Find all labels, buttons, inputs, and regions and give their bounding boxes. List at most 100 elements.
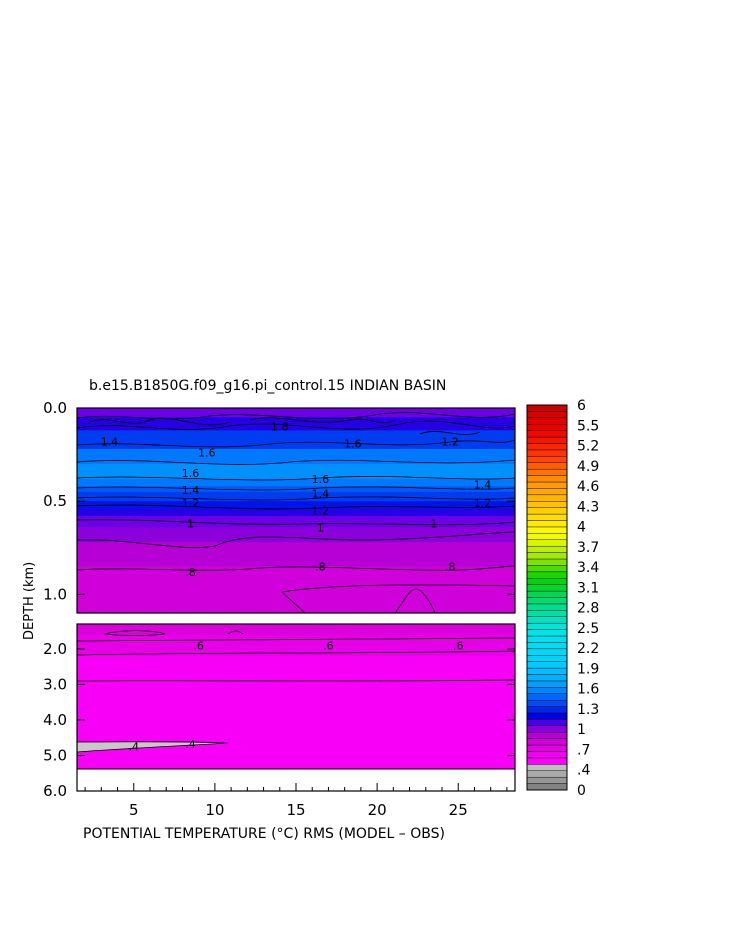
heatmap-band (77, 478, 515, 487)
colorbar-swatch (526, 732, 568, 739)
contour-line (77, 459, 515, 465)
colorbar-swatch (526, 404, 568, 412)
contour-line (104, 630, 166, 636)
y-tick-label: 0.0 (43, 399, 67, 417)
colorbar-swatch (526, 475, 568, 483)
colorbar-label: .4 (577, 763, 590, 779)
y-tick-label: 1.0 (43, 585, 67, 603)
colorbar-swatch (526, 436, 568, 444)
heatmap-band (77, 527, 515, 543)
colorbar-swatch (526, 545, 568, 553)
y-tick-label: 4.0 (43, 711, 67, 729)
colorbar-frame (526, 404, 568, 791)
colorbar-swatch (526, 706, 568, 714)
heatmap-band (77, 542, 515, 568)
colorbar-swatch (526, 597, 568, 605)
colorbar-swatch (526, 603, 568, 611)
contour-line (77, 519, 515, 526)
contour-label: 1 (187, 518, 194, 531)
colorbar-label: 4.3 (577, 499, 599, 515)
colorbar-swatch (526, 616, 568, 624)
upper-panel-frame (76, 407, 516, 614)
contour-line (77, 504, 515, 510)
colorbar-swatch (526, 776, 568, 784)
colorbar-label: 1.9 (577, 661, 599, 677)
contour-label: 1.4 (474, 478, 492, 491)
colorbar-label: 1 (577, 722, 586, 738)
heatmap-band (77, 655, 515, 769)
contour-line (77, 486, 515, 491)
contour-label: .8 (185, 566, 196, 579)
colorbar-swatch (526, 468, 568, 476)
colorbar-swatch (526, 635, 568, 643)
colorbar-label: 3.7 (577, 540, 599, 556)
below-bottom-mask (77, 769, 515, 791)
colorbar-label: 2.5 (577, 621, 599, 637)
heatmap-band (77, 624, 515, 636)
colorbar-swatch (526, 507, 568, 515)
colorbar-swatch (526, 783, 568, 791)
contour-label: .6 (323, 639, 334, 652)
lower-panel-contour-labels: .6 .6 .6 .4 .4 (129, 639, 464, 753)
colorbar-swatch (526, 738, 568, 746)
colorbar-swatch (526, 526, 568, 534)
contour-label: 1 (430, 518, 437, 531)
contour-label: 1.6 (344, 437, 362, 450)
colorbar-label: 4 (577, 520, 586, 536)
colorbar-swatch (526, 449, 568, 457)
colorbar-swatch (526, 712, 568, 720)
colorbar-swatch (526, 699, 568, 707)
contour-line (419, 431, 481, 435)
contour-line (77, 439, 515, 448)
lower-panel-contours (77, 630, 515, 682)
colorbar-swatch (526, 584, 568, 592)
contour-label: .6 (193, 639, 204, 652)
colorbar-swatch (526, 552, 568, 560)
heatmap-band (77, 408, 515, 418)
colorbar-swatch (526, 565, 568, 573)
contour-label: .6 (453, 639, 464, 652)
colorbar-label: .7 (577, 742, 590, 758)
colorbar-swatch (526, 674, 568, 682)
contour-line (77, 420, 515, 430)
colorbar-label: 5.5 (577, 418, 599, 434)
colorbar-swatch (526, 693, 568, 701)
colorbar-swatch (526, 501, 568, 508)
contour-label: .4 (185, 738, 196, 751)
colorbar-label: 0 (577, 783, 586, 799)
colorbar-label: 1.6 (577, 682, 599, 698)
colorbar-label: 1.3 (577, 702, 599, 718)
colorbar-bands (526, 404, 568, 791)
contour-label: 1.6 (182, 467, 200, 480)
contour-line (249, 417, 396, 424)
colorbar-swatch (526, 533, 568, 540)
contour-label: 1.2 (312, 505, 330, 518)
colorbar-swatch (526, 430, 568, 438)
colorbar-swatch (526, 687, 568, 694)
contour-line (77, 531, 515, 548)
contour-line (394, 591, 411, 613)
upper-panel-contours (77, 412, 515, 613)
contour-label: 1.6 (312, 473, 330, 486)
colorbar-swatch (526, 443, 568, 451)
colorbar-swatch (526, 539, 568, 547)
contour-label: 1.2 (474, 497, 492, 510)
colorbar-swatch (526, 725, 568, 733)
chart-title: b.e15.B1850G.f09_g16.pi_control.15 INDIA… (89, 378, 446, 394)
colorbar-swatch (526, 513, 568, 521)
colorbar-label: 2.8 (577, 601, 599, 617)
colorbar: 6 5.5 5.2 4.9 4.6 4.3 4 3.7 3.4 3.1 2.8 2.5 2.2 1.9 1.… (526, 398, 599, 799)
colorbar-swatch (526, 719, 568, 727)
contour-label: 1 (317, 521, 324, 534)
y-tick-label: 0.5 (43, 492, 67, 510)
y-tick-label: 6.0 (43, 782, 67, 800)
colorbar-swatch (526, 648, 568, 656)
colorbar-swatch (526, 424, 568, 431)
x-tick-label: 5 (129, 801, 139, 819)
colorbar-swatch (526, 578, 568, 585)
colorbar-label: 5.2 (577, 439, 599, 455)
colorbar-swatch (526, 494, 568, 502)
colorbar-swatch (526, 629, 568, 637)
colorbar-label: 4.6 (577, 479, 599, 495)
